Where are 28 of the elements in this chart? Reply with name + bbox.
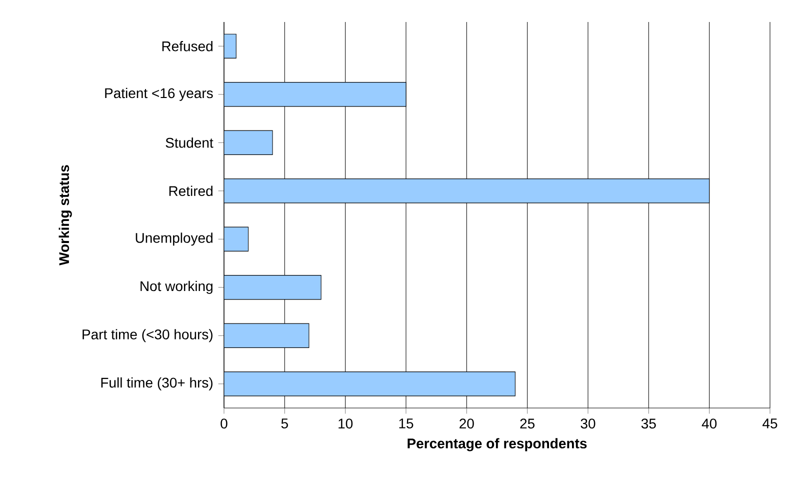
x-tick-label: 30 xyxy=(580,418,596,429)
y-tick-label: Part time (<30 hours) xyxy=(82,329,212,342)
y-tick-label: Refused xyxy=(162,41,212,52)
bar xyxy=(224,82,406,107)
x-tick-label: 40 xyxy=(702,418,717,429)
x-tick-label: 15 xyxy=(399,418,414,428)
y-tick-label: Full time (30+ hrs) xyxy=(101,377,212,390)
x-tick-label: 10 xyxy=(338,418,353,429)
x-tick-label: 5 xyxy=(281,418,288,428)
y-tick-label: Patient <16 years xyxy=(105,88,213,101)
bar xyxy=(224,372,516,396)
y-tick-label: Not working xyxy=(140,280,212,294)
bar xyxy=(224,178,710,204)
x-tick-label: 0 xyxy=(220,418,228,429)
y-axis-title: Working status xyxy=(58,165,72,266)
bar xyxy=(224,130,273,155)
bar xyxy=(224,34,236,58)
x-tick-label: 45 xyxy=(762,418,778,428)
y-tick-label: Retired xyxy=(169,186,212,196)
x-tick-label: 20 xyxy=(460,418,474,429)
bar xyxy=(224,226,249,252)
x-axis-title: Percentage of respondents xyxy=(408,438,587,452)
bar xyxy=(224,275,322,300)
y-tick-label: Unemployed xyxy=(136,232,212,246)
x-tick-label: 25 xyxy=(520,418,535,429)
bar xyxy=(224,323,310,348)
x-tick-label: 35 xyxy=(641,418,656,429)
y-tick-label: Student xyxy=(166,138,214,148)
